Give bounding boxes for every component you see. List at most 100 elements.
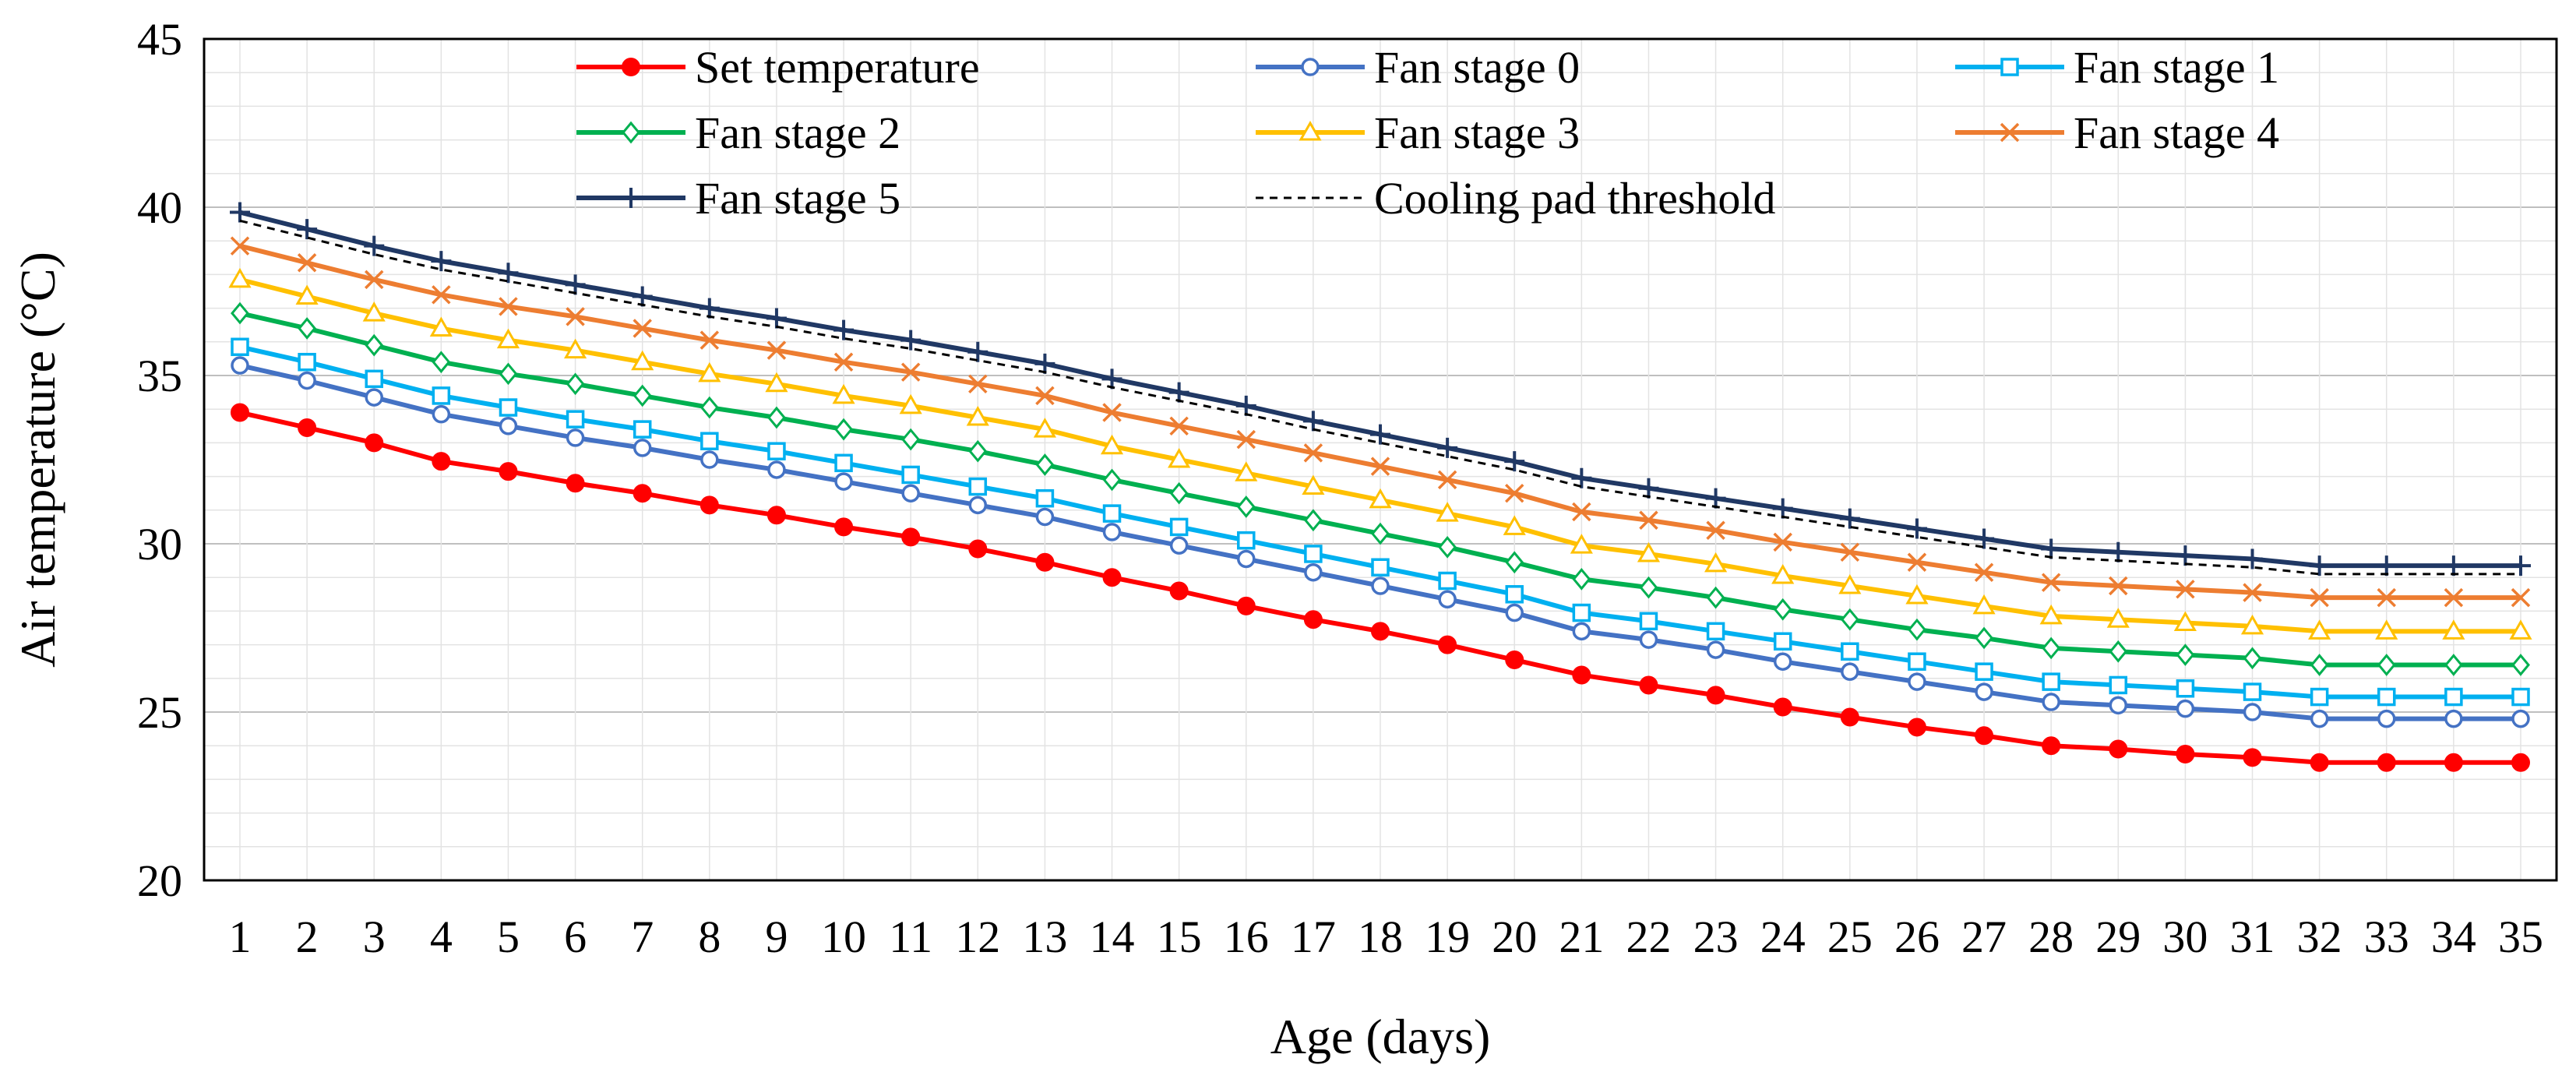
data-point <box>2511 753 2530 772</box>
data-point <box>1772 498 1793 519</box>
data-point <box>2377 687 2396 707</box>
data-point <box>429 316 453 337</box>
x-tick-label: 7 <box>631 911 654 962</box>
legend: Set temperature Fan stage 0 Fan stage 1 Fan… <box>576 42 2279 224</box>
data-point <box>2039 604 2063 625</box>
data-point <box>1840 608 1859 631</box>
x-tick-label: 23 <box>1693 911 1739 962</box>
legend-marker <box>622 58 640 76</box>
data-point <box>1840 707 1859 727</box>
data-point <box>432 452 451 471</box>
data-point <box>1906 518 1927 539</box>
legend-label: Fan stage 2 <box>695 108 900 158</box>
data-point <box>1505 483 1524 503</box>
data-point <box>228 267 252 288</box>
data-point <box>1303 443 1323 463</box>
data-point <box>1168 447 1191 468</box>
x-tick-label: 32 <box>2297 911 2342 962</box>
data-point <box>566 428 585 447</box>
x-tick-label: 25 <box>1827 911 1873 962</box>
data-point <box>699 298 720 319</box>
data-point <box>1773 532 1792 552</box>
data-point <box>1035 453 1055 476</box>
data-point <box>968 477 988 496</box>
x-tick-label: 31 <box>2230 911 2275 962</box>
data-point <box>1370 424 1390 445</box>
legend-marker <box>2000 58 2019 76</box>
data-point <box>2375 619 2398 640</box>
data-point <box>364 270 384 290</box>
data-point <box>1237 531 1256 550</box>
data-point <box>231 356 249 375</box>
series-2 <box>231 337 2530 707</box>
y-tick-label: 25 <box>137 687 182 738</box>
data-point <box>1436 502 1459 522</box>
data-point <box>498 263 519 284</box>
data-point <box>364 235 385 256</box>
legend-marker <box>1301 58 1320 76</box>
x-tick-label: 26 <box>1894 911 1940 962</box>
data-point <box>365 333 384 357</box>
data-point <box>1371 558 1390 576</box>
x-tick-label: 28 <box>2028 911 2074 962</box>
data-point <box>2109 696 2128 715</box>
data-point <box>499 417 518 435</box>
data-point <box>1639 675 1658 695</box>
data-point <box>2444 687 2463 707</box>
data-point <box>901 484 920 502</box>
data-point <box>834 418 854 441</box>
legend-label: Fan stage 4 <box>2074 108 2279 158</box>
data-point <box>499 297 518 316</box>
data-point <box>2042 693 2060 711</box>
data-point <box>2108 541 2129 562</box>
legend-item: Fan stage 5 <box>576 173 900 224</box>
x-tick-label: 14 <box>1090 911 1135 962</box>
x-tick-label: 15 <box>1157 911 1202 962</box>
legend-label: Fan stage 5 <box>695 173 900 224</box>
data-point <box>2243 703 2262 721</box>
data-point <box>2176 745 2195 763</box>
data-point <box>566 372 585 396</box>
data-point <box>698 361 721 383</box>
x-axis-label: Age (days) <box>1270 1009 1491 1064</box>
data-point <box>298 317 317 340</box>
data-point <box>499 398 518 417</box>
data-point <box>2109 675 2128 695</box>
data-point <box>1773 697 1792 717</box>
x-tick-label: 30 <box>2162 911 2208 962</box>
data-point <box>2509 619 2532 640</box>
data-point <box>2444 587 2464 608</box>
data-point <box>1438 571 1457 591</box>
data-point <box>633 384 652 407</box>
x-tick-label: 17 <box>1291 911 1336 962</box>
data-point <box>230 202 250 223</box>
series-1 <box>231 356 2530 728</box>
x-tick-label: 3 <box>363 911 386 962</box>
data-point <box>1371 576 1390 595</box>
data-point <box>1505 585 1524 604</box>
data-point <box>1169 517 1189 537</box>
data-point <box>1706 586 1725 609</box>
x-tick-label: 1 <box>229 911 252 962</box>
x-tick-label: 27 <box>1961 911 2007 962</box>
data-point <box>2443 555 2464 576</box>
data-point <box>2109 576 2128 596</box>
y-tick-label: 35 <box>137 351 182 401</box>
data-point <box>2109 640 2128 663</box>
x-tick-label: 22 <box>1626 911 1671 962</box>
x-tick-label: 13 <box>1022 911 1067 962</box>
data-point <box>1169 536 1189 555</box>
data-point <box>432 285 451 305</box>
data-point <box>1570 534 1593 554</box>
data-point <box>2308 619 2331 640</box>
data-point <box>901 465 920 485</box>
data-point <box>1102 568 1122 587</box>
data-point <box>1169 481 1189 505</box>
data-point <box>1236 596 1256 615</box>
x-tick-label: 8 <box>698 911 721 962</box>
x-tick-label: 9 <box>765 911 788 962</box>
data-point <box>1304 562 1323 582</box>
data-point <box>1102 523 1122 541</box>
data-point <box>2309 555 2330 576</box>
data-point <box>767 442 786 460</box>
